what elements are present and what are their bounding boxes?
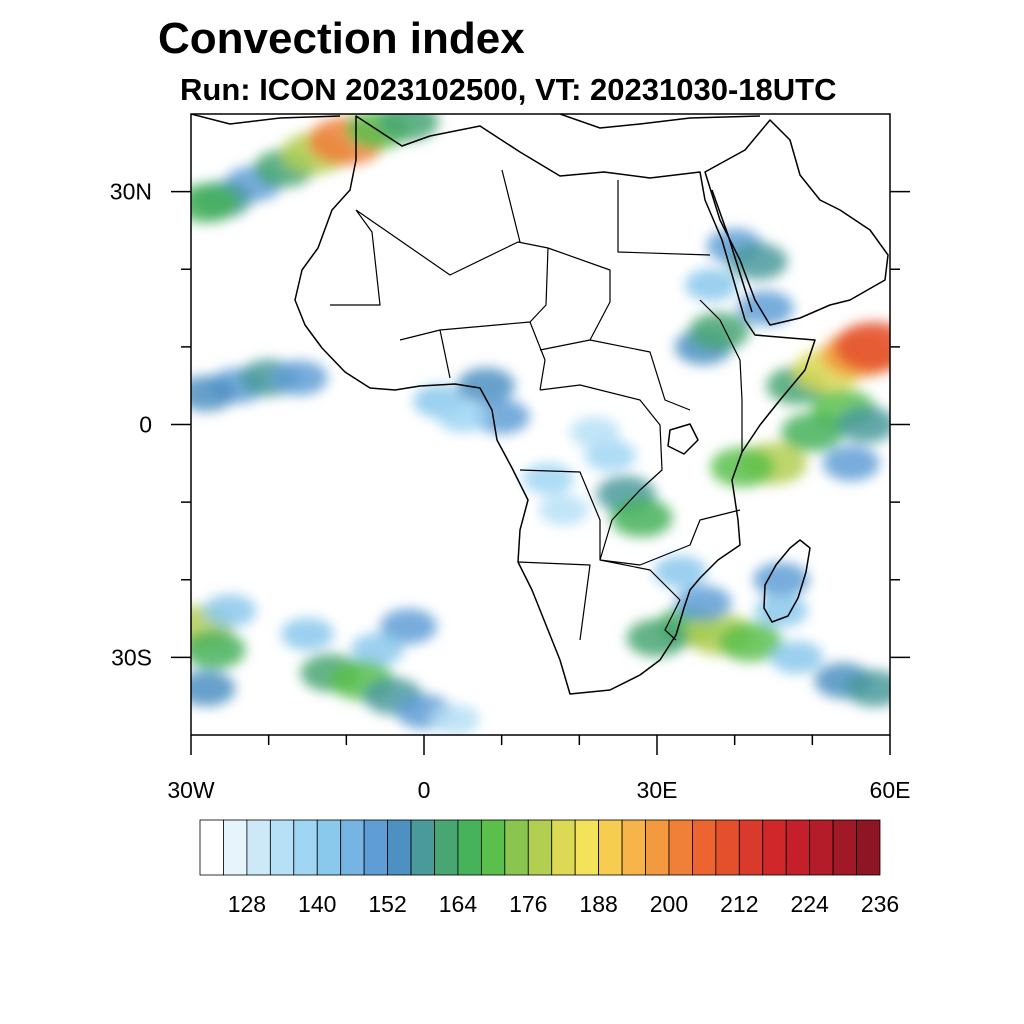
colorbar-swatch [738, 819, 764, 876]
field-cell [271, 360, 328, 396]
madagascar-coastline [763, 539, 811, 623]
field-cell [437, 400, 489, 433]
colorbar-swatch [410, 819, 435, 876]
colorbar-swatch [809, 819, 834, 876]
convection-field [191, 114, 890, 735]
colorbar-swatch [223, 819, 248, 876]
field-cell [834, 321, 890, 372]
field-cell [653, 555, 707, 589]
field-cell [728, 242, 788, 280]
lat-tick-label: 0 [139, 412, 152, 438]
map-subtitle: Run: ICON 2023102500, VT: 20231030-18UTC [180, 72, 837, 107]
colorbar-swatch [527, 819, 553, 876]
colorbar-label: 140 [298, 891, 336, 917]
colorbar-swatch [246, 819, 271, 876]
colorbar-swatch [434, 819, 459, 876]
field-cell [718, 621, 783, 662]
field-cell [770, 640, 824, 674]
field-cell [610, 498, 673, 538]
colorbar-swatch [293, 819, 318, 876]
colorbar-label: 212 [720, 891, 758, 917]
arabia-coastline [704, 119, 889, 326]
colorbar-swatch [504, 819, 529, 876]
field-cell [837, 406, 890, 443]
field-cell [675, 585, 732, 621]
field-cell [539, 494, 589, 526]
field-cell [754, 594, 808, 628]
colorbar-swatch [387, 819, 412, 876]
lon-tick-label: 30E [637, 777, 678, 803]
field-cell [191, 630, 246, 670]
colorbar-swatch [457, 819, 482, 876]
lat-tick-label: 30N [110, 179, 152, 205]
colorbar-swatch [340, 819, 365, 876]
axis-tick-labels: 30W 0 30E 60E 30N 0 30S [110, 179, 911, 803]
field-cell [191, 183, 238, 223]
field-cell [191, 670, 236, 707]
colorbar: 128 140 152 164 176 188 200 212 224 236 [199, 819, 899, 917]
colorbar-label: 224 [790, 891, 829, 917]
field-cell [351, 633, 404, 667]
coastlines-and-borders [191, 114, 889, 695]
africa-coastline [294, 115, 816, 695]
map-title: Convection index [158, 14, 525, 63]
lon-tick-label: 0 [418, 777, 431, 803]
colorbar-swatch [480, 819, 506, 876]
colorbar-swatch [785, 819, 811, 876]
colorbar-label: 128 [228, 891, 266, 917]
field-cell [378, 114, 439, 141]
field-cell [753, 562, 810, 598]
europe-coastline [191, 114, 761, 129]
colorbar-swatch [832, 819, 857, 876]
colorbar-label: 176 [509, 891, 547, 917]
colorbar-swatch [856, 819, 881, 876]
lake-victoria [667, 423, 699, 455]
field-cell [203, 594, 257, 628]
lon-tick-label: 30W [167, 777, 215, 803]
field-cell [522, 462, 574, 495]
colorbar-swatch [668, 819, 693, 876]
field-cell [822, 445, 880, 482]
lon-tick-label: 60E [870, 777, 911, 803]
colorbar-swatch [598, 819, 623, 876]
colorbar-swatch [199, 819, 224, 876]
field-cell [684, 268, 738, 302]
field-cell [457, 367, 515, 404]
colorbar-swatch [692, 819, 717, 876]
colorbar-label: 152 [368, 891, 406, 917]
colorbar-swatch [551, 819, 576, 876]
colorbar-swatch [762, 819, 787, 876]
field-cell [626, 618, 688, 657]
field-cell [781, 412, 844, 452]
colorbar-swatch [645, 819, 670, 876]
colorbar-swatch [574, 819, 600, 876]
colorbar-swatch [269, 819, 295, 876]
colorbar-swatch [316, 819, 342, 876]
red-sea [711, 189, 753, 313]
colorbar-swatch [363, 819, 388, 876]
field-cell [281, 617, 334, 651]
lat-tick-label: 30S [111, 644, 152, 670]
colorbar-label: 236 [861, 891, 899, 917]
field-cell [380, 608, 437, 645]
field-cell [473, 399, 530, 435]
colorbar-label: 200 [650, 891, 688, 917]
axis-ticks [171, 190, 910, 755]
field-cell [844, 669, 890, 707]
field-cell [688, 312, 750, 351]
field-cell [191, 375, 236, 412]
field-cell [737, 290, 794, 326]
colorbar-swatch [621, 819, 646, 876]
field-cell [710, 447, 775, 488]
border-lines [330, 169, 743, 641]
colorbar-label: 164 [439, 891, 478, 917]
colorbar-swatch [715, 819, 740, 876]
field-cell [570, 416, 620, 448]
colorbar-label: 188 [579, 891, 617, 917]
field-cell [430, 703, 480, 735]
